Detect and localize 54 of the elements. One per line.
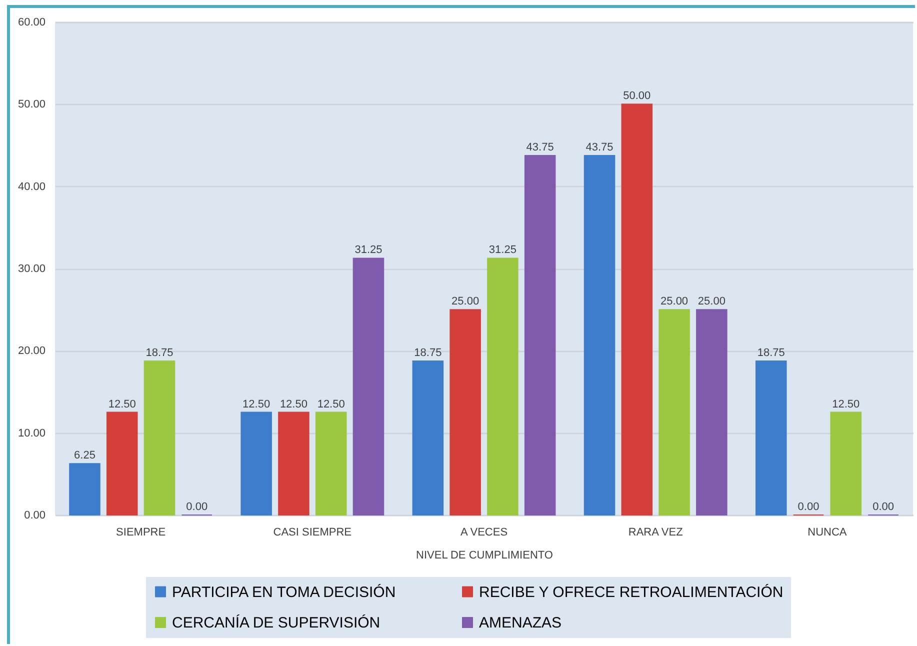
data-label: 25.00 — [452, 296, 480, 308]
bar — [487, 258, 518, 516]
bar — [524, 155, 556, 516]
bar — [696, 309, 728, 516]
data-label: 12.50 — [108, 398, 136, 410]
data-label: 25.00 — [660, 296, 688, 308]
y-tick-label: 60.00 — [18, 16, 46, 28]
data-label: 0.00 — [798, 501, 820, 513]
data-label: 18.75 — [146, 346, 174, 359]
data-label: 12.50 — [280, 398, 308, 410]
bar — [755, 360, 787, 516]
x-tick-label: NUNCA — [808, 526, 848, 538]
x-tick-label: CASI SIEMPRE — [273, 526, 352, 538]
bar — [584, 155, 616, 516]
data-label: 12.50 — [317, 398, 345, 410]
data-label: 25.00 — [698, 296, 726, 308]
bar — [621, 104, 653, 516]
data-label: 31.25 — [354, 244, 382, 256]
x-tick-label: RARA VEZ — [628, 526, 684, 538]
bar — [450, 309, 481, 516]
x-tick-label: A VECES — [460, 526, 508, 538]
legend-label: RECIBE Y OFRECE RETROALIMENTACIÓN — [479, 582, 784, 601]
data-label: 12.50 — [832, 398, 860, 410]
data-label: 0.00 — [186, 501, 208, 513]
data-label: 12.50 — [242, 398, 270, 410]
bar — [278, 412, 310, 516]
data-label: 50.00 — [623, 90, 651, 102]
bar — [352, 258, 384, 516]
bar — [830, 412, 862, 516]
data-label: 0.00 — [872, 501, 894, 513]
y-tick-label: 0.00 — [24, 510, 46, 522]
y-tick-label: 50.00 — [18, 98, 46, 111]
y-tick-label: 30.00 — [18, 263, 46, 275]
data-label: 18.75 — [757, 346, 785, 359]
y-tick-label: 10.00 — [18, 427, 46, 440]
bar — [412, 360, 444, 516]
y-tick-label: 40.00 — [18, 180, 46, 193]
bar — [315, 412, 347, 516]
data-label: 31.25 — [488, 244, 516, 256]
data-label: 18.75 — [414, 346, 442, 359]
bar — [240, 412, 272, 516]
legend-label: AMENAZAS — [479, 614, 562, 632]
bar — [69, 463, 100, 516]
bar — [658, 309, 690, 516]
legend-label: PARTICIPA EN TOMA DECISIÓN — [172, 582, 396, 601]
x-axis-title: NIVEL DE CUMPLIMIENTO — [416, 550, 554, 562]
data-label: 43.75 — [586, 142, 614, 154]
legend-label: CERCANÍA DE SUPERVISIÓN — [172, 614, 380, 632]
bar — [106, 412, 138, 516]
data-label: 6.25 — [74, 450, 96, 462]
x-tick-label: SIEMPRE — [116, 526, 166, 538]
y-tick-label: 20.00 — [18, 345, 46, 358]
data-label: 43.75 — [526, 142, 554, 154]
bar — [144, 360, 176, 516]
